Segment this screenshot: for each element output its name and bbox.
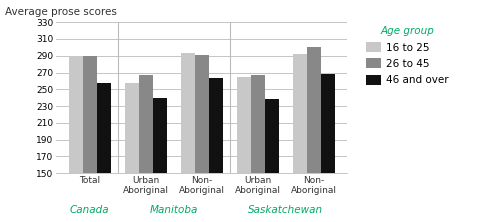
Bar [153,98,167,222]
Bar [195,55,208,222]
Text: Canada: Canada [69,205,109,215]
Bar [83,56,97,222]
Text: Manitoba: Manitoba [150,205,198,215]
Bar [97,83,111,222]
Bar [124,83,139,222]
Bar [307,47,321,222]
Text: Saskatchewan: Saskatchewan [248,205,323,215]
Bar [69,56,83,222]
Bar [321,74,335,222]
Legend: 16 to 25, 26 to 45, 46 and over: 16 to 25, 26 to 45, 46 and over [364,24,451,87]
Bar [293,54,307,222]
Bar [208,78,223,222]
Bar [139,75,153,222]
Bar [181,53,195,222]
Bar [251,75,265,222]
Bar [265,99,279,222]
Bar [237,77,251,222]
Text: Average prose scores: Average prose scores [5,7,117,17]
